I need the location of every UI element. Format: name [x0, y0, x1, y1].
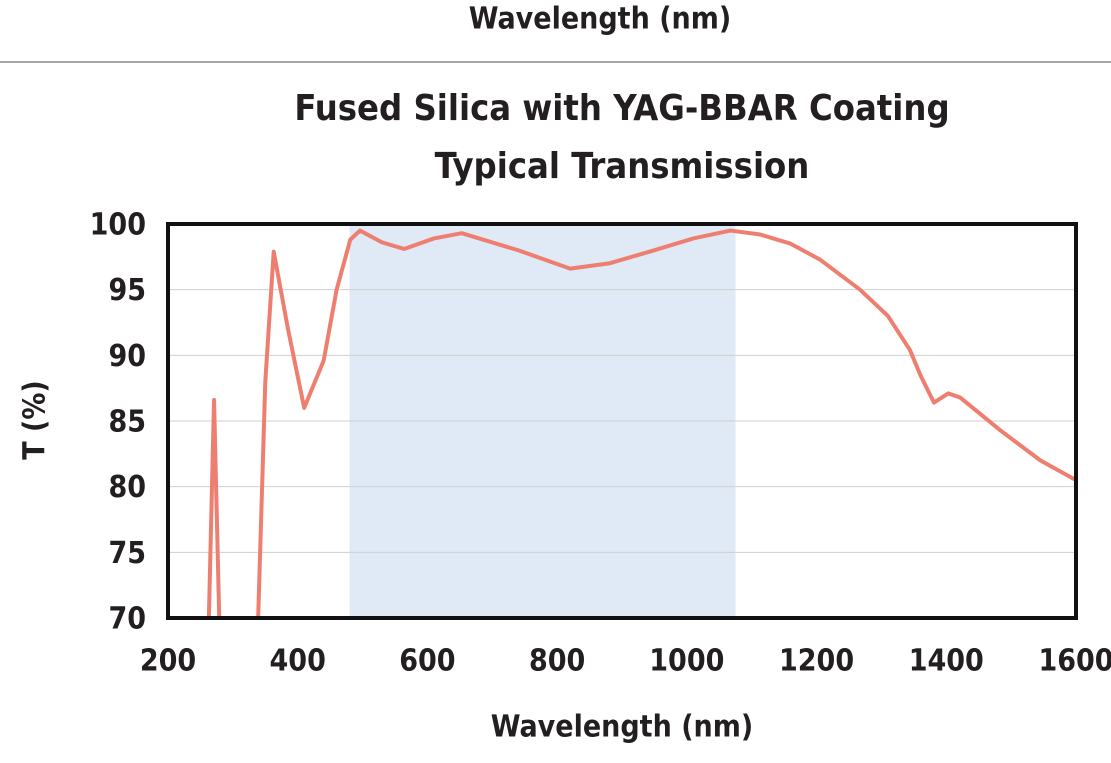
x-tick-label: 400: [270, 644, 326, 679]
y-tick-label: 85: [108, 405, 146, 440]
x-tick-label: 600: [399, 644, 455, 679]
chart-title: Typical Transmission: [435, 146, 810, 187]
y-tick-label: 70: [108, 602, 146, 637]
y-axis-label: T (%): [18, 380, 53, 460]
x-tick-label: 1000: [649, 644, 724, 679]
y-tick-label: 75: [108, 536, 146, 571]
x-tick-label: 200: [140, 644, 196, 679]
y-tick-label: 95: [108, 273, 146, 308]
y-tick-label: 80: [108, 470, 146, 505]
x-tick-label: 1400: [909, 644, 984, 679]
x-tick-label: 1600: [1038, 644, 1111, 679]
y-tick-label: 100: [90, 208, 146, 243]
x-tick-label: 1200: [779, 644, 854, 679]
data-line: [206, 228, 1076, 618]
y-tick-label: 90: [108, 339, 146, 374]
x-axis-label: Wavelength (nm): [491, 710, 753, 745]
previous-axis-label: Wavelength (nm): [469, 2, 731, 37]
plot-frame: [166, 222, 1078, 620]
x-tick-label: 800: [529, 644, 585, 679]
chart-title: Fused Silica with YAG-BBAR Coating: [294, 88, 949, 129]
